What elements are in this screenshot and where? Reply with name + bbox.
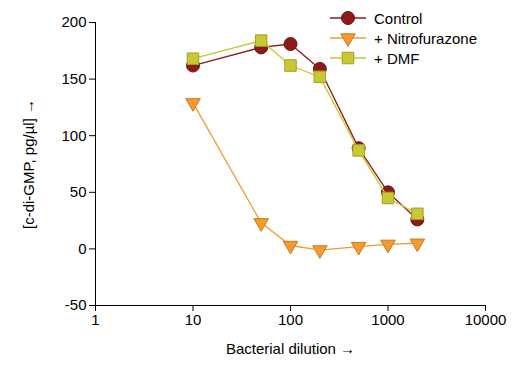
svg-text:[c-di-GMP, pg/µl] →: [c-di-GMP, pg/µl] →: [20, 99, 37, 229]
svg-text:1: 1: [91, 311, 99, 328]
svg-text:-50: -50: [65, 296, 87, 313]
svg-text:200: 200: [61, 13, 86, 30]
svg-text:0: 0: [78, 240, 86, 257]
svg-text:100: 100: [278, 311, 303, 328]
svg-text:Bacterial dilution →: Bacterial dilution →: [226, 340, 355, 357]
svg-text:10: 10: [185, 311, 202, 328]
svg-text:1000: 1000: [371, 311, 404, 328]
html-text:+ Nitrofurazone: + Nitrofurazone: [374, 29, 477, 47]
html-text:Control: Control: [374, 9, 423, 27]
svg-text:100: 100: [61, 127, 86, 144]
svg-text:50: 50: [70, 183, 87, 200]
svg-text:150: 150: [61, 70, 86, 87]
html-text:+ DMF: + DMF: [374, 49, 420, 67]
svg-text:10000: 10000: [465, 311, 507, 328]
